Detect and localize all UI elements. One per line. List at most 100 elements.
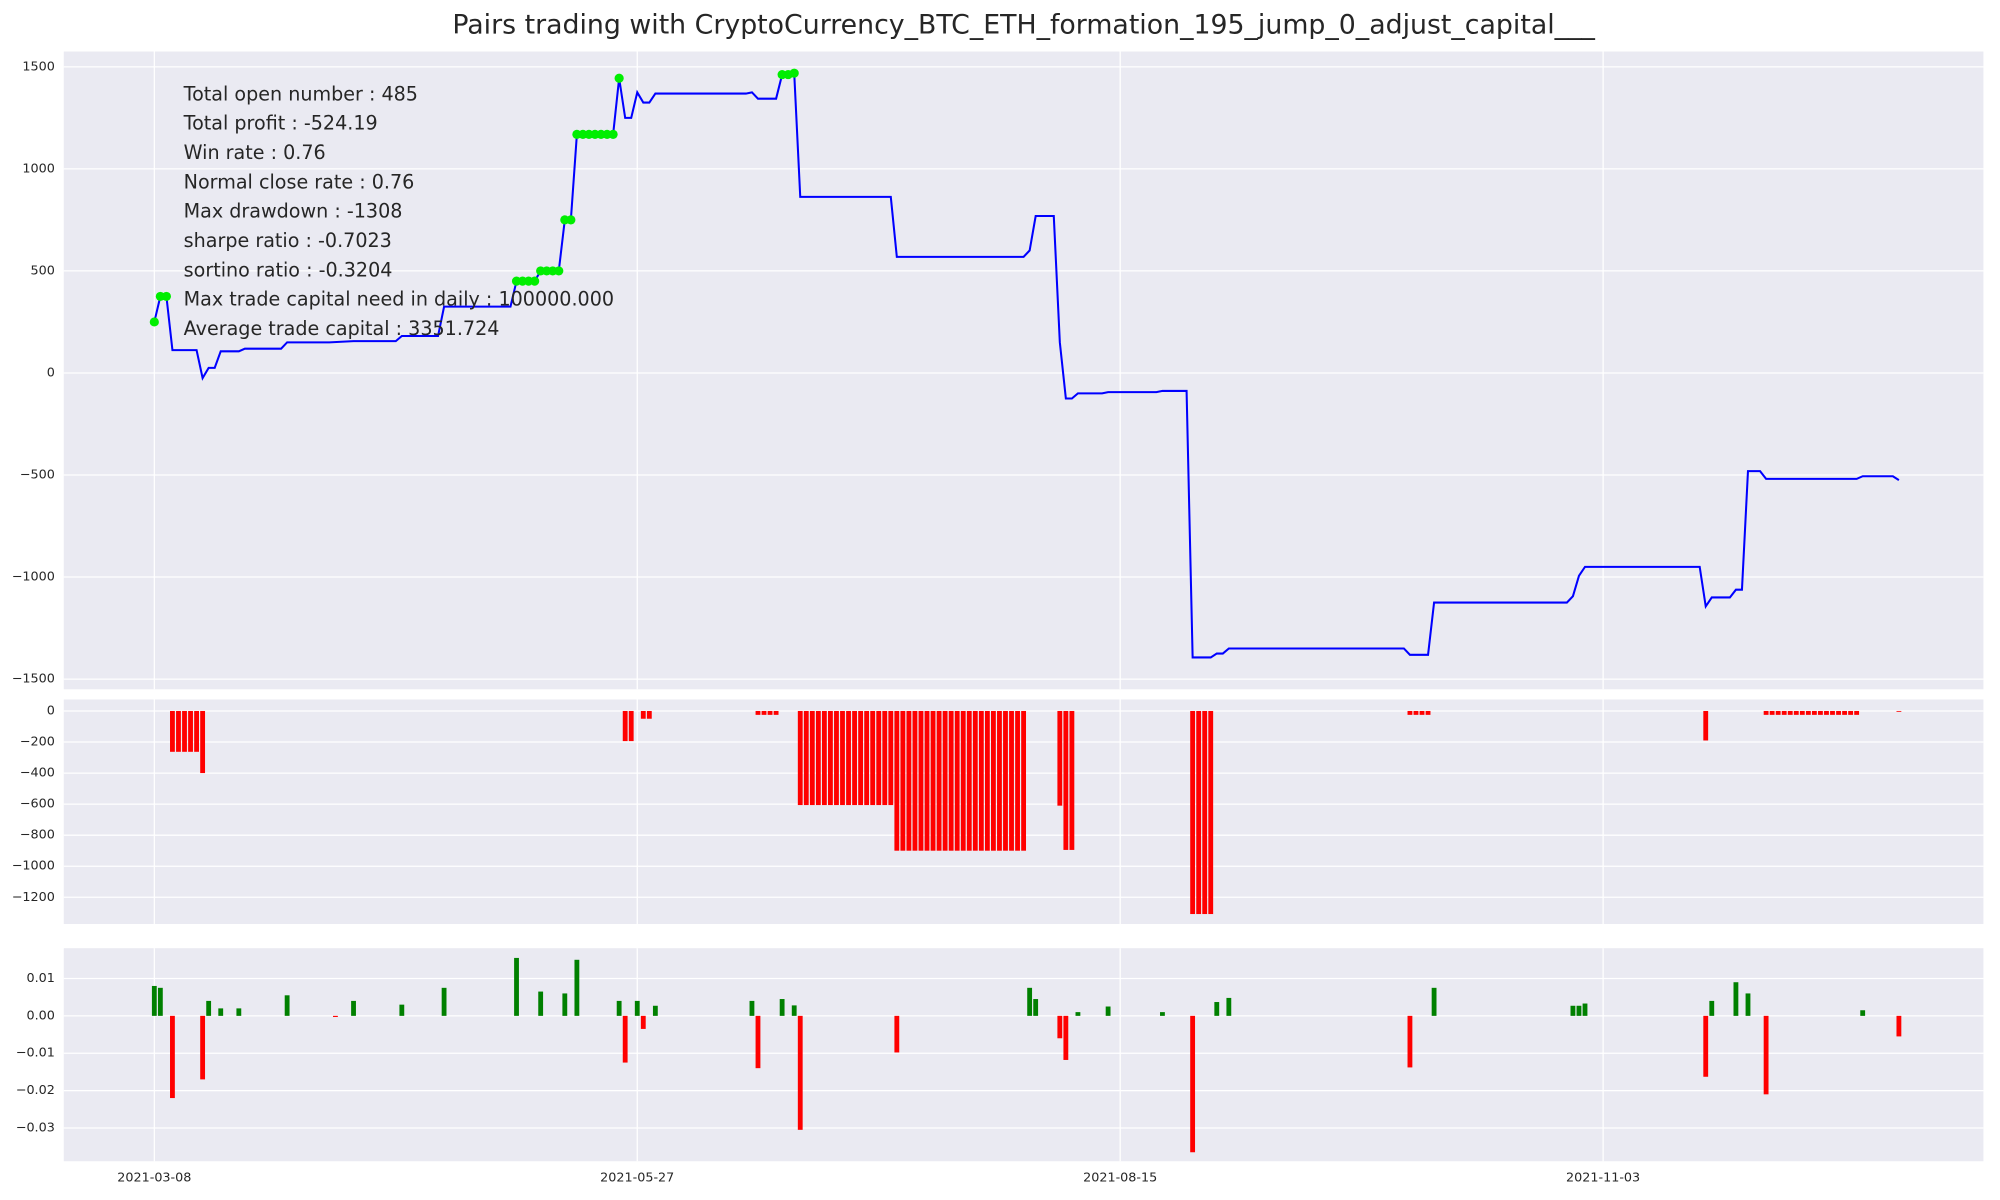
- bar: [1419, 710, 1425, 715]
- y-tick-label: 0.00: [26, 1008, 54, 1023]
- stats-annotation: Total open number : 485: [183, 82, 418, 105]
- bar: [1063, 1015, 1069, 1060]
- bar: [1057, 710, 1063, 806]
- bar: [1763, 1015, 1769, 1095]
- bar: [1105, 1006, 1111, 1016]
- bar: [1836, 710, 1841, 715]
- bar: [894, 710, 900, 851]
- bar: [797, 1015, 803, 1130]
- stats-annotation: Win rate : 0.76: [184, 141, 326, 164]
- bar: [1003, 710, 1008, 851]
- stats-annotation: sortino ratio : -0.3204: [184, 258, 393, 281]
- bar: [966, 710, 972, 851]
- bar: [1196, 710, 1202, 915]
- trade-marker: [614, 73, 624, 83]
- bar: [1413, 710, 1419, 715]
- bar: [882, 710, 888, 806]
- bar: [1830, 710, 1835, 715]
- bar: [1896, 1015, 1902, 1037]
- bar: [948, 710, 954, 851]
- bar: [399, 1004, 405, 1016]
- bar: [978, 710, 984, 851]
- y-tick-label: −1000: [12, 859, 55, 874]
- bar: [1202, 710, 1208, 915]
- y-tick-label: 0.01: [26, 971, 54, 986]
- bar: [200, 710, 206, 774]
- bar: [182, 710, 187, 752]
- bar: [779, 999, 785, 1016]
- bar: [1733, 982, 1739, 1016]
- bar: [1407, 710, 1413, 715]
- bar: [333, 1015, 338, 1017]
- y-tick-label: −200: [20, 735, 55, 750]
- bar: [809, 710, 815, 806]
- bar: [1842, 710, 1847, 715]
- bar: [622, 1015, 628, 1063]
- bar: [930, 710, 936, 851]
- bar: [157, 987, 163, 1016]
- bar: [846, 710, 851, 806]
- bar: [755, 1015, 761, 1069]
- bar: [514, 957, 519, 1016]
- trade-marker: [789, 68, 799, 78]
- bar: [188, 710, 193, 752]
- y-tick-label: −1500: [12, 672, 55, 687]
- bar: [1063, 710, 1069, 850]
- y-tick-label: 1500: [22, 59, 54, 74]
- bar: [1208, 710, 1214, 915]
- bar: [1190, 1015, 1196, 1153]
- bar: [628, 710, 634, 742]
- bar: [936, 710, 942, 851]
- bar: [616, 1000, 622, 1016]
- stats-annotation: sharpe ratio : -0.7023: [184, 229, 392, 252]
- bar: [562, 993, 568, 1016]
- bar: [622, 710, 628, 742]
- chart-title: Pairs trading with CryptoCurrency_BTC_ET…: [452, 10, 1595, 41]
- bar: [1407, 1015, 1413, 1068]
- bar: [538, 991, 544, 1016]
- bar: [972, 710, 978, 851]
- bar: [170, 710, 175, 752]
- bar: [864, 710, 870, 806]
- bar: [441, 987, 447, 1016]
- bar: [1190, 710, 1196, 915]
- bar: [906, 710, 912, 851]
- bar: [640, 710, 646, 719]
- bar: [773, 710, 779, 715]
- bar: [960, 710, 966, 851]
- y-tick-label: −500: [20, 467, 55, 482]
- stats-annotation: Max trade capital need in daily : 100000…: [184, 288, 614, 311]
- bar: [1226, 997, 1232, 1016]
- y-tick-label: 500: [31, 263, 55, 278]
- bar: [918, 710, 924, 851]
- y-tick-label: 1000: [22, 161, 54, 176]
- trade-marker: [608, 129, 618, 139]
- y-tick-label: −0.03: [16, 1120, 55, 1135]
- bar: [1781, 710, 1787, 715]
- bar: [1824, 710, 1829, 715]
- bar: [1075, 1012, 1081, 1016]
- stats-annotation: Normal close rate : 0.76: [184, 170, 415, 193]
- y-tick-label: −1000: [12, 570, 55, 585]
- bar: [1896, 710, 1902, 712]
- bar: [990, 710, 996, 851]
- bar: [858, 710, 864, 806]
- bar: [1160, 1012, 1165, 1016]
- bar: [1805, 710, 1811, 715]
- equity-line: [153, 72, 1900, 659]
- bar: [1027, 987, 1033, 1016]
- bar: [803, 710, 809, 806]
- bar: [876, 710, 882, 806]
- bar: [200, 1015, 206, 1080]
- trade-marker: [530, 276, 540, 286]
- bar: [574, 959, 580, 1016]
- bar: [176, 710, 181, 752]
- bar: [834, 710, 839, 806]
- bar: [1769, 710, 1775, 715]
- bar: [821, 710, 827, 806]
- bar: [1703, 710, 1709, 741]
- stats-annotation: Max drawdown : -1308: [184, 200, 403, 223]
- y-tick-label: −0.01: [16, 1046, 55, 1061]
- bar: [206, 1000, 212, 1016]
